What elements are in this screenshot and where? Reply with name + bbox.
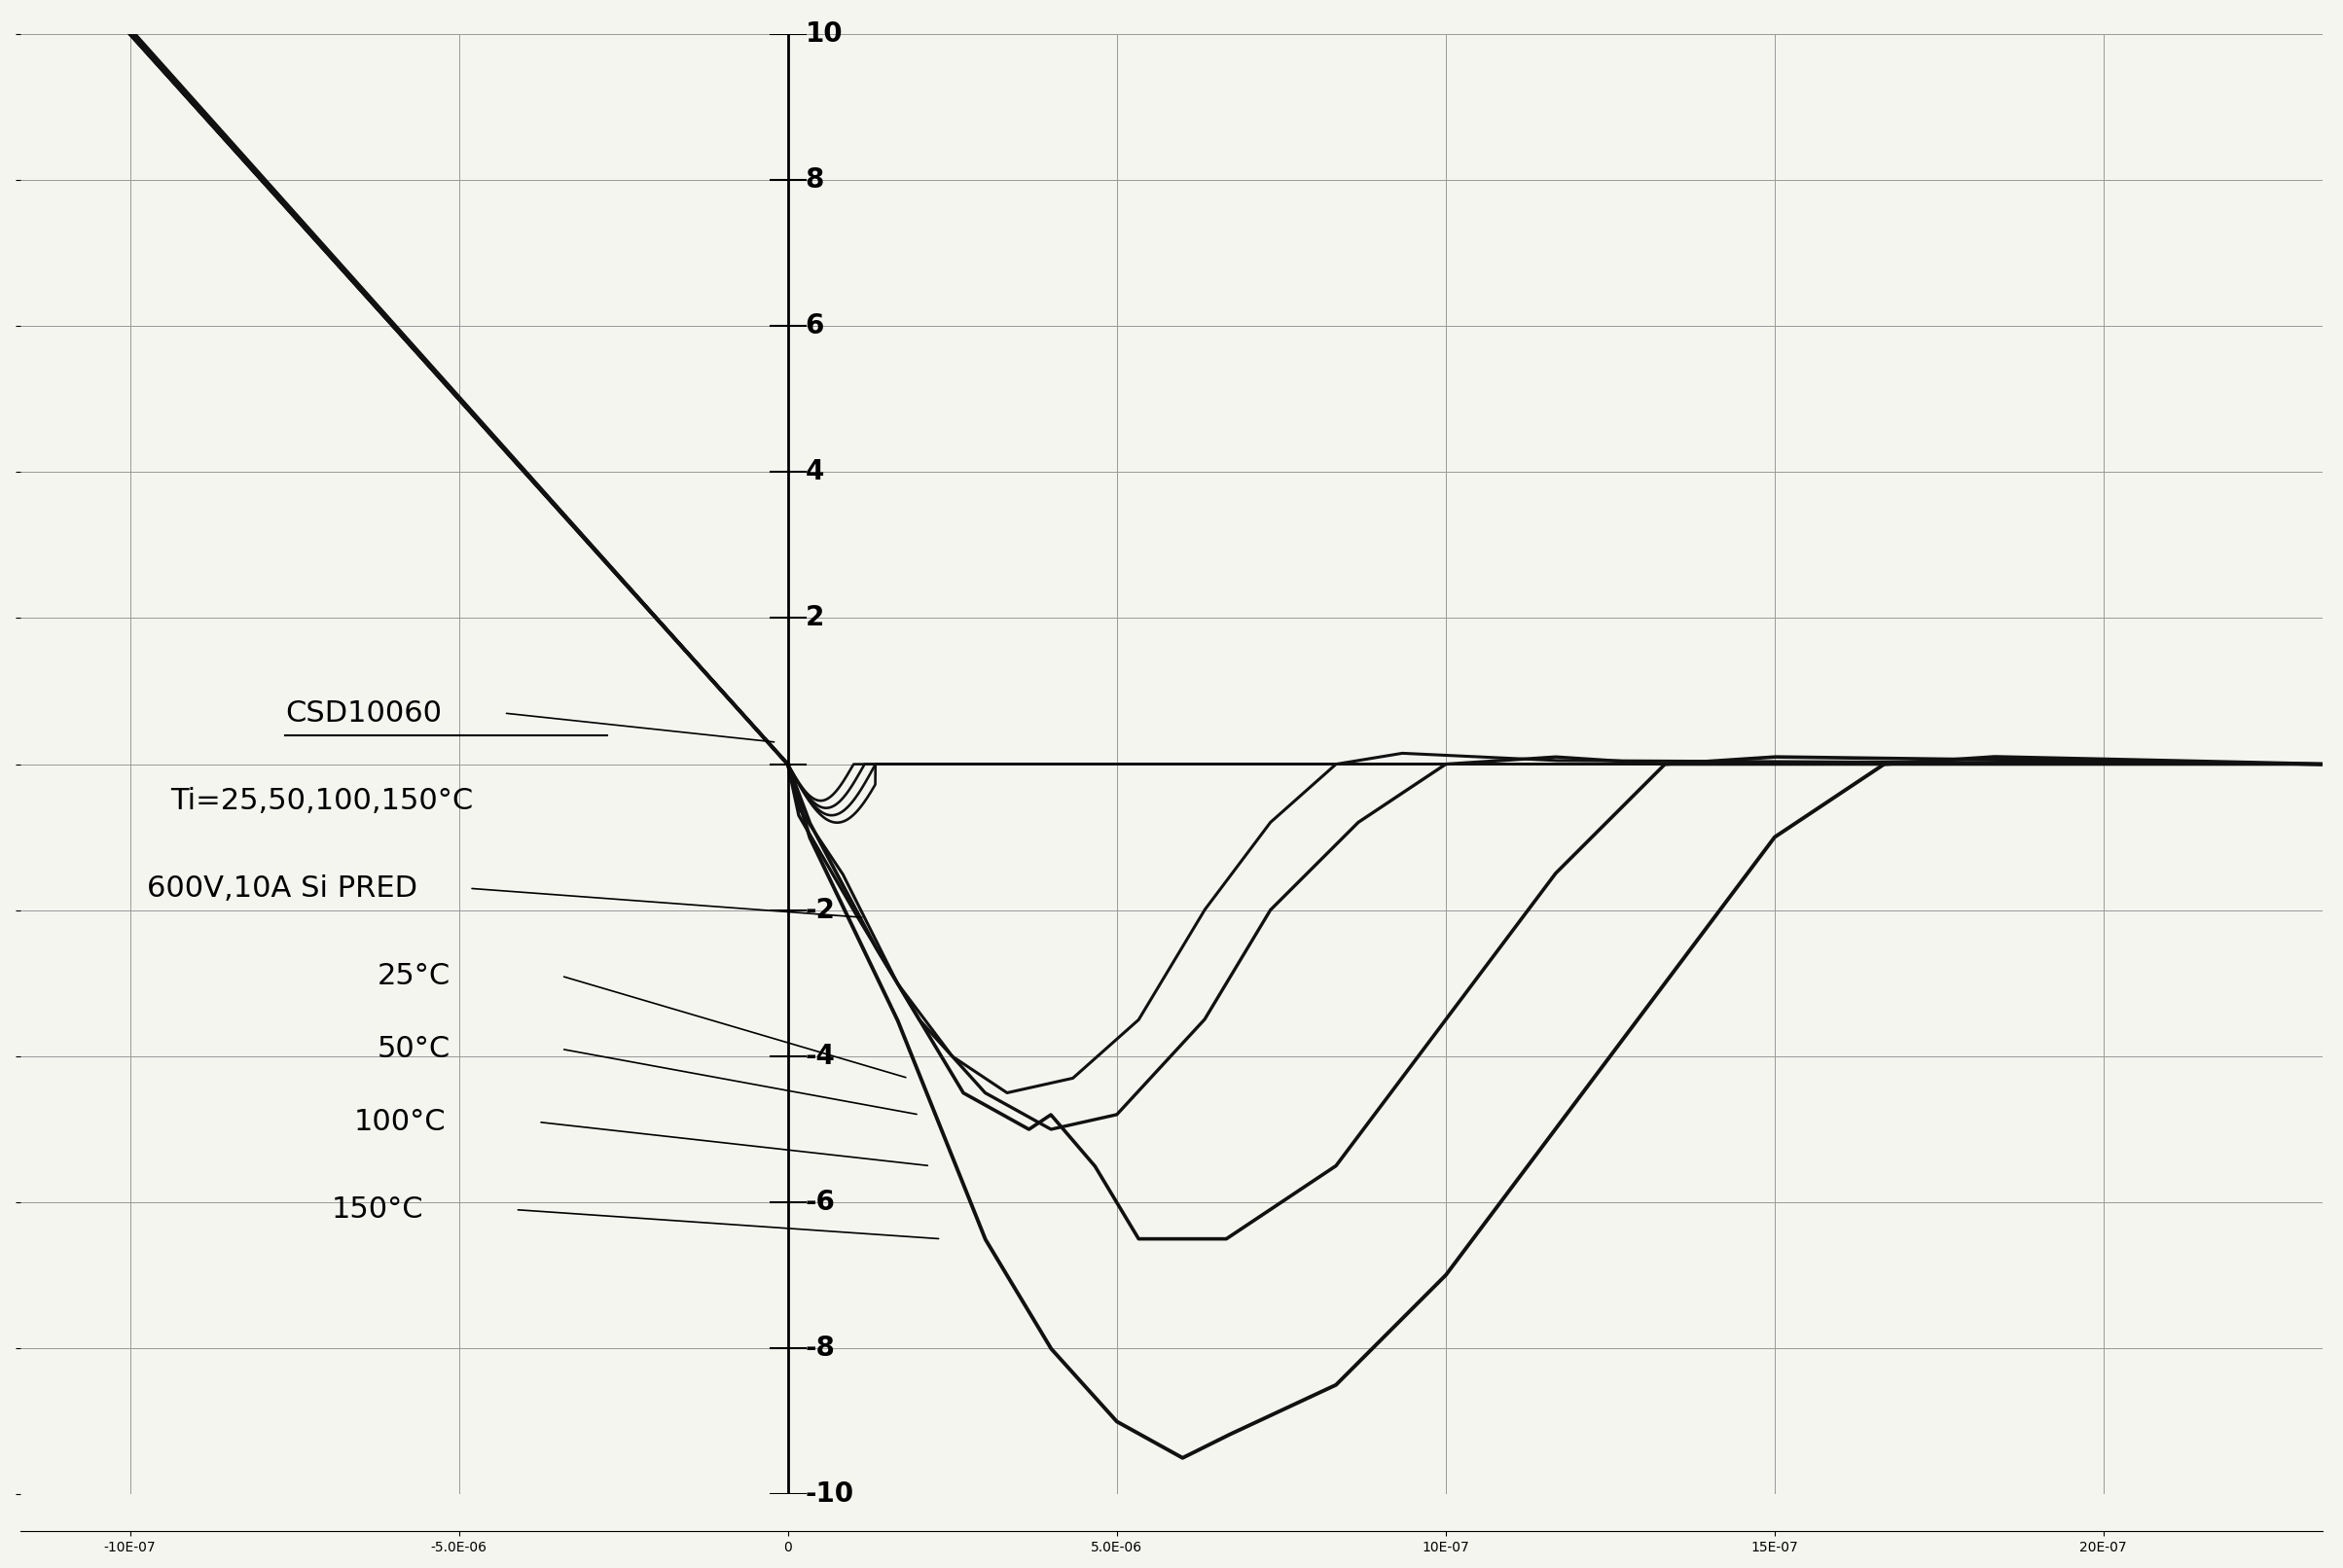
Text: -6: -6	[806, 1189, 836, 1215]
Text: 4: 4	[806, 458, 825, 486]
Text: 50°C: 50°C	[377, 1035, 450, 1063]
Text: -4: -4	[806, 1043, 836, 1069]
Text: 600V,10A Si PRED: 600V,10A Si PRED	[148, 875, 417, 903]
Text: -2: -2	[806, 897, 836, 924]
Text: 100°C: 100°C	[354, 1109, 445, 1137]
Text: 6: 6	[806, 312, 825, 340]
Text: -8: -8	[806, 1334, 836, 1363]
Text: 25°C: 25°C	[377, 961, 450, 989]
Text: 8: 8	[806, 166, 825, 193]
Text: 150°C: 150°C	[330, 1195, 424, 1223]
Text: -10: -10	[806, 1480, 855, 1508]
Text: 10: 10	[806, 20, 843, 47]
Text: CSD10060: CSD10060	[286, 699, 443, 728]
Text: 2: 2	[806, 605, 825, 632]
Text: Ti=25,50,100,150°C: Ti=25,50,100,150°C	[171, 787, 473, 815]
